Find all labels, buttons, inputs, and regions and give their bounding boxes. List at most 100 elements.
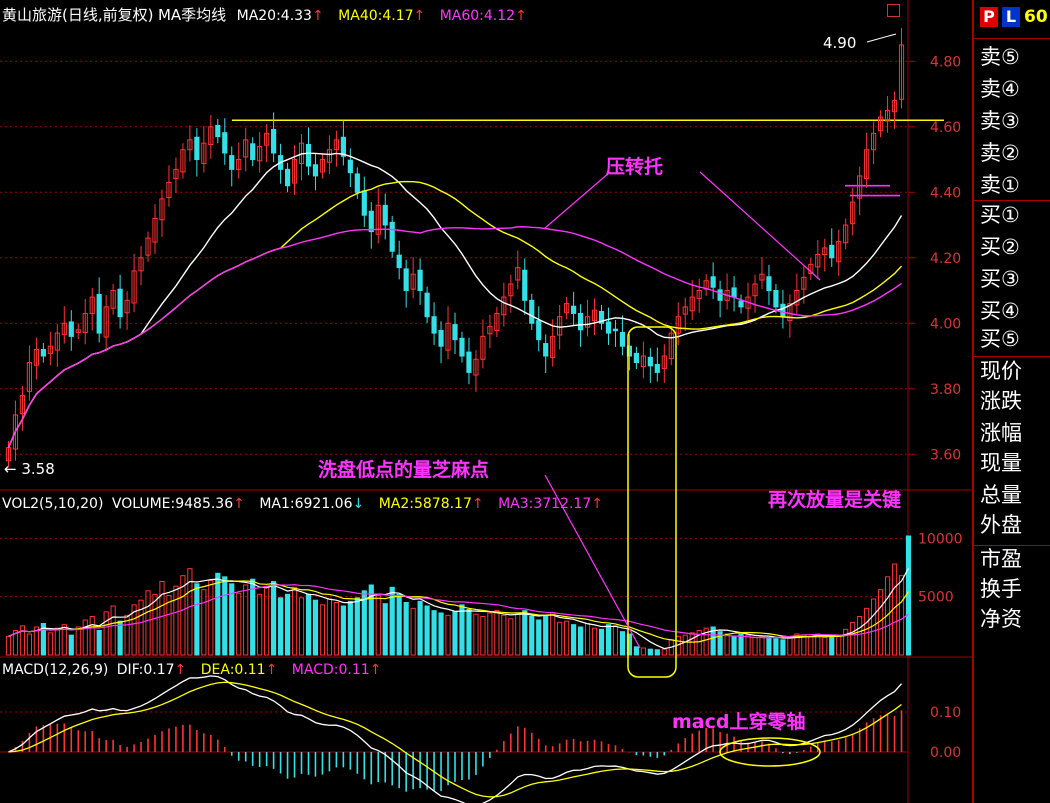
- candle-body: [368, 210, 374, 233]
- dif-line: [8, 675, 902, 803]
- volume-bar: [850, 621, 856, 656]
- volume-bar: [389, 586, 395, 656]
- volume-bar: [375, 595, 381, 656]
- volume-bar: [194, 583, 200, 656]
- candle-body: [696, 290, 702, 299]
- sidebar-divider: [974, 38, 1050, 39]
- volume-value: VOLUME:9485.36: [111, 496, 234, 512]
- candle-body: [661, 355, 667, 369]
- volume-bar: [271, 581, 277, 656]
- price-tick-label: 4.60: [930, 120, 961, 136]
- candle-body: [54, 332, 60, 351]
- candle-body: [459, 337, 465, 357]
- volume-bar: [284, 593, 291, 656]
- volume-bar: [780, 639, 786, 656]
- volume-bar: [361, 590, 367, 656]
- volume-bar: [166, 595, 172, 656]
- ma60-line: [7, 226, 902, 448]
- candle-body: [187, 139, 193, 151]
- volume-bar: [689, 632, 695, 656]
- high-price-label: 4.90: [823, 34, 857, 52]
- badge-p[interactable]: P: [980, 7, 998, 27]
- candle-body: [68, 321, 74, 337]
- volume-bar: [598, 628, 605, 656]
- volume-bar: [605, 624, 612, 656]
- candle-body: [864, 149, 870, 180]
- volume-bar: [215, 572, 221, 656]
- candle-body: [780, 303, 786, 318]
- volume-bar: [473, 613, 479, 656]
- volume-bar: [905, 535, 912, 656]
- volume-bar: [445, 614, 451, 656]
- candle-body: [389, 221, 395, 252]
- sidebar-divider: [974, 356, 1050, 357]
- candle-body: [829, 244, 835, 259]
- volume-bar: [347, 600, 353, 656]
- volume-bar: [12, 630, 19, 656]
- volume-bar: [466, 609, 472, 656]
- volume-bar: [431, 610, 437, 656]
- candle-body: [515, 267, 521, 281]
- candle-body: [305, 143, 312, 167]
- volume-bar: [766, 637, 772, 656]
- candle-body: [410, 273, 416, 290]
- candle-body: [396, 254, 402, 269]
- volume-bar: [110, 605, 116, 656]
- volume-bar: [543, 614, 549, 656]
- volume-bar: [759, 635, 765, 656]
- volume-bar: [312, 599, 319, 656]
- sidebar-item-14: 总量: [980, 483, 1022, 507]
- volume-bar: [103, 611, 109, 656]
- volume-bar: [68, 634, 74, 656]
- candle-body: [194, 136, 200, 161]
- volume-bar: [277, 597, 284, 656]
- candle-body: [438, 329, 444, 347]
- macd-cross-annotation: macd上穿零轴: [672, 711, 806, 733]
- candle-body: [110, 290, 116, 309]
- candle-body: [47, 345, 53, 354]
- volume-bar: [201, 589, 207, 656]
- price-tick-label: 3.60: [930, 447, 961, 463]
- volume-bar: [557, 621, 563, 656]
- wash-pointer: [544, 474, 641, 649]
- candle-body: [731, 287, 737, 298]
- candle-body: [550, 335, 556, 358]
- candle-body: [271, 128, 277, 154]
- window-button[interactable]: [887, 4, 900, 17]
- candle-body: [619, 331, 626, 347]
- candle-body: [124, 299, 130, 314]
- sidebar-item-8: 买④: [980, 299, 1020, 323]
- candle-body: [159, 198, 165, 221]
- sidebar-item-13: 现量: [980, 451, 1022, 475]
- volume-bar: [577, 626, 584, 656]
- volume-bar: [843, 628, 849, 656]
- candle-body: [584, 316, 591, 328]
- volume-bar: [333, 602, 339, 656]
- volume-bar: [738, 633, 744, 656]
- candle-body: [822, 247, 828, 255]
- candle-body: [668, 332, 674, 360]
- volume-bar: [808, 635, 814, 656]
- candle-body: [382, 204, 388, 226]
- volume-bar: [787, 637, 793, 656]
- candle-body: [347, 159, 353, 174]
- wash-highlight-box: [627, 326, 677, 678]
- stock-chart[interactable]: 4.80 4.60 4.40 4.20 4.00 3.80 3.60 10000 5000 0.1…: [0, 0, 972, 803]
- candle-body: [40, 348, 46, 357]
- ma20-line: [7, 152, 903, 448]
- volume-tick-label: 5000: [918, 590, 954, 606]
- volume-bar: [724, 633, 730, 656]
- volume-bar: [243, 584, 249, 656]
- volume-bar: [871, 598, 877, 656]
- price-tick-label: 4.00: [930, 316, 961, 332]
- badge-l[interactable]: L: [1002, 7, 1020, 27]
- candle-body: [633, 352, 639, 364]
- sidebar-item-2: 卖③: [980, 109, 1020, 133]
- candle-body: [26, 362, 33, 392]
- volume-bar: [480, 616, 486, 656]
- candle-body: [466, 351, 472, 373]
- candle-body: [501, 296, 507, 316]
- candle-body: [236, 159, 242, 170]
- candle-body: [591, 309, 598, 322]
- candle-body: [445, 322, 451, 351]
